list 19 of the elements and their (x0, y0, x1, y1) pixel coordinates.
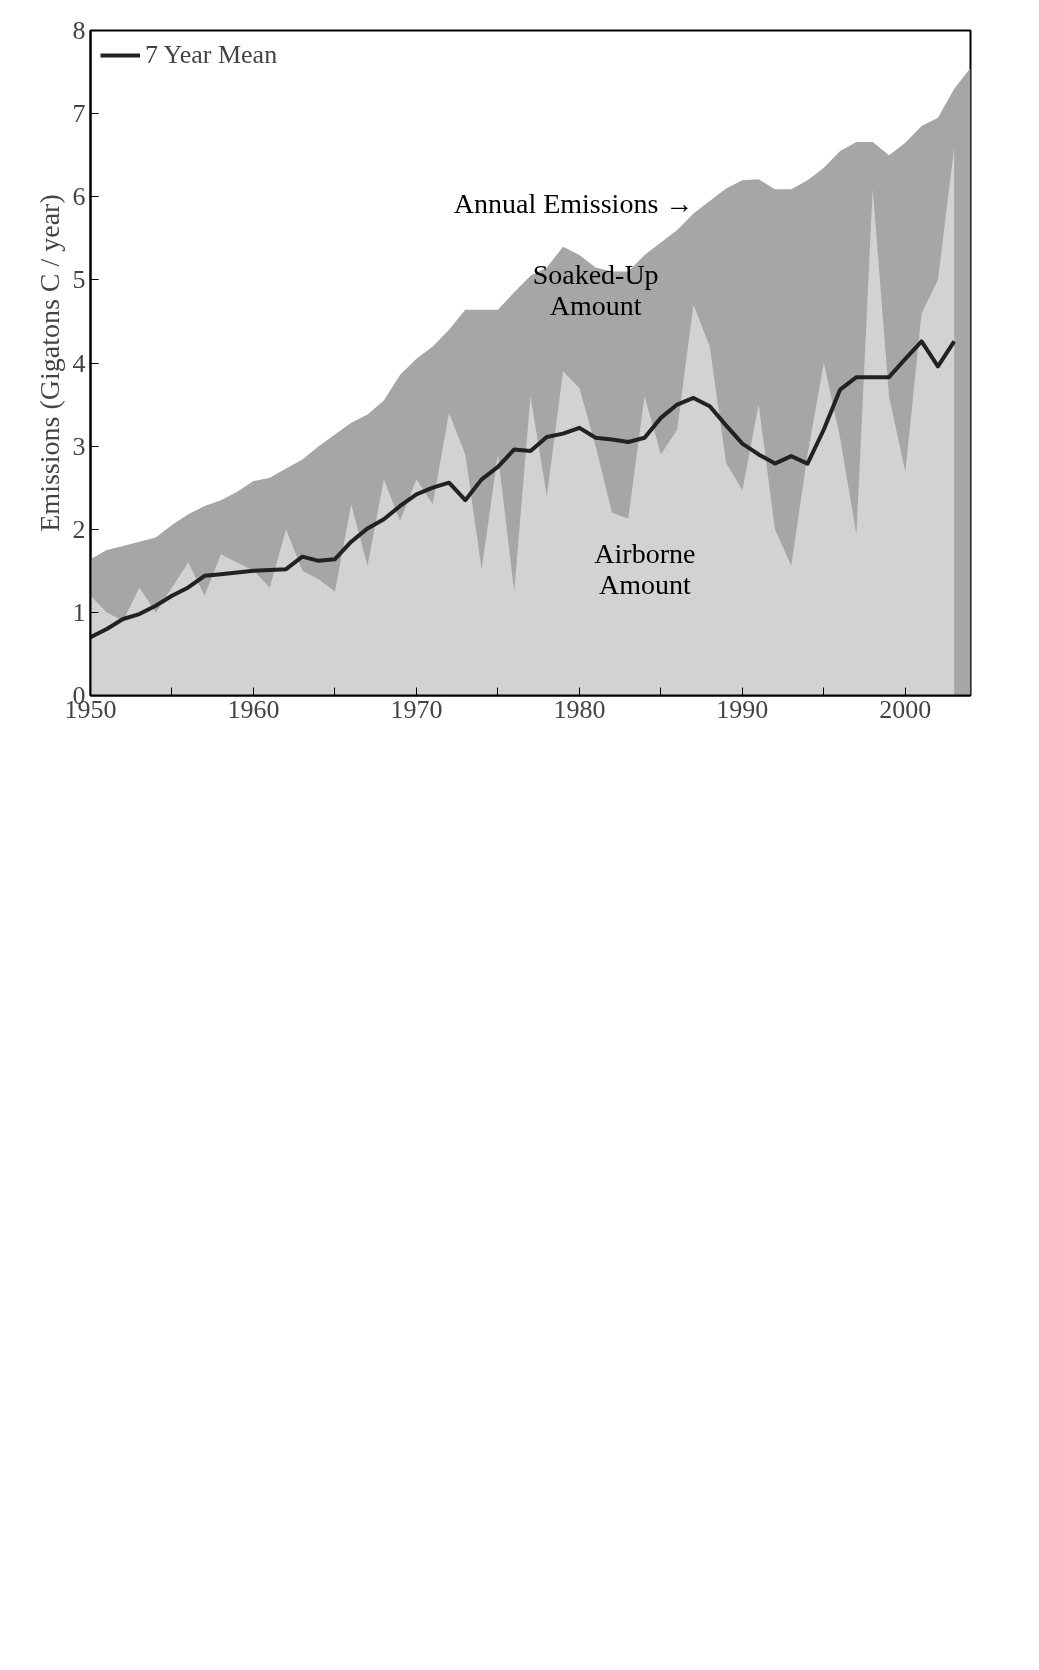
x-tick-label: 2000 (879, 694, 932, 724)
x-tick-label: 1960 (227, 694, 280, 724)
y-tick-label: 1 (72, 597, 86, 627)
x-tick-label: 1990 (716, 694, 769, 724)
y-axis-title: Emissions (Gigatons C / year) (33, 194, 65, 532)
y-tick-label: 5 (72, 265, 86, 295)
x-tick-label: 1970 (390, 694, 443, 724)
x-tick-label: 1980 (553, 694, 606, 724)
legend-label: 7 Year Mean (145, 40, 278, 70)
y-tick-label: 8 (72, 16, 86, 45)
annotation: Soaked-Up Amount (532, 258, 659, 321)
y-tick-label: 6 (72, 182, 86, 212)
line-series (90, 339, 957, 640)
annotation: Annual Emissions → (453, 187, 694, 219)
y-tick-label: 4 (72, 348, 86, 378)
y-tick-label: 2 (72, 514, 86, 544)
annotation: Airborne Amount (594, 538, 696, 601)
y-tick-label: 3 (72, 431, 86, 461)
y-tick-label: 7 (72, 99, 86, 129)
